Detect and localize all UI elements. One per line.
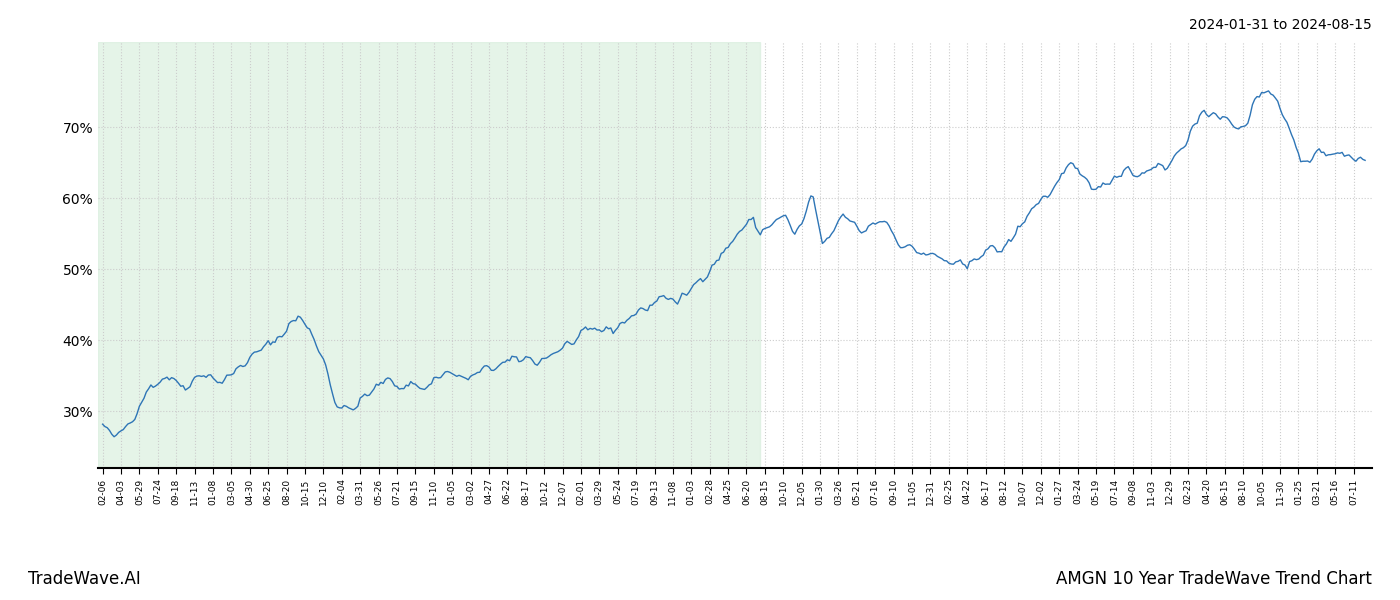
Text: 2024-01-31 to 2024-08-15: 2024-01-31 to 2024-08-15 (1189, 18, 1372, 32)
Text: TradeWave.AI: TradeWave.AI (28, 570, 141, 588)
Bar (98, 42, 760, 468)
Text: AMGN 10 Year TradeWave Trend Chart: AMGN 10 Year TradeWave Trend Chart (1056, 570, 1372, 588)
